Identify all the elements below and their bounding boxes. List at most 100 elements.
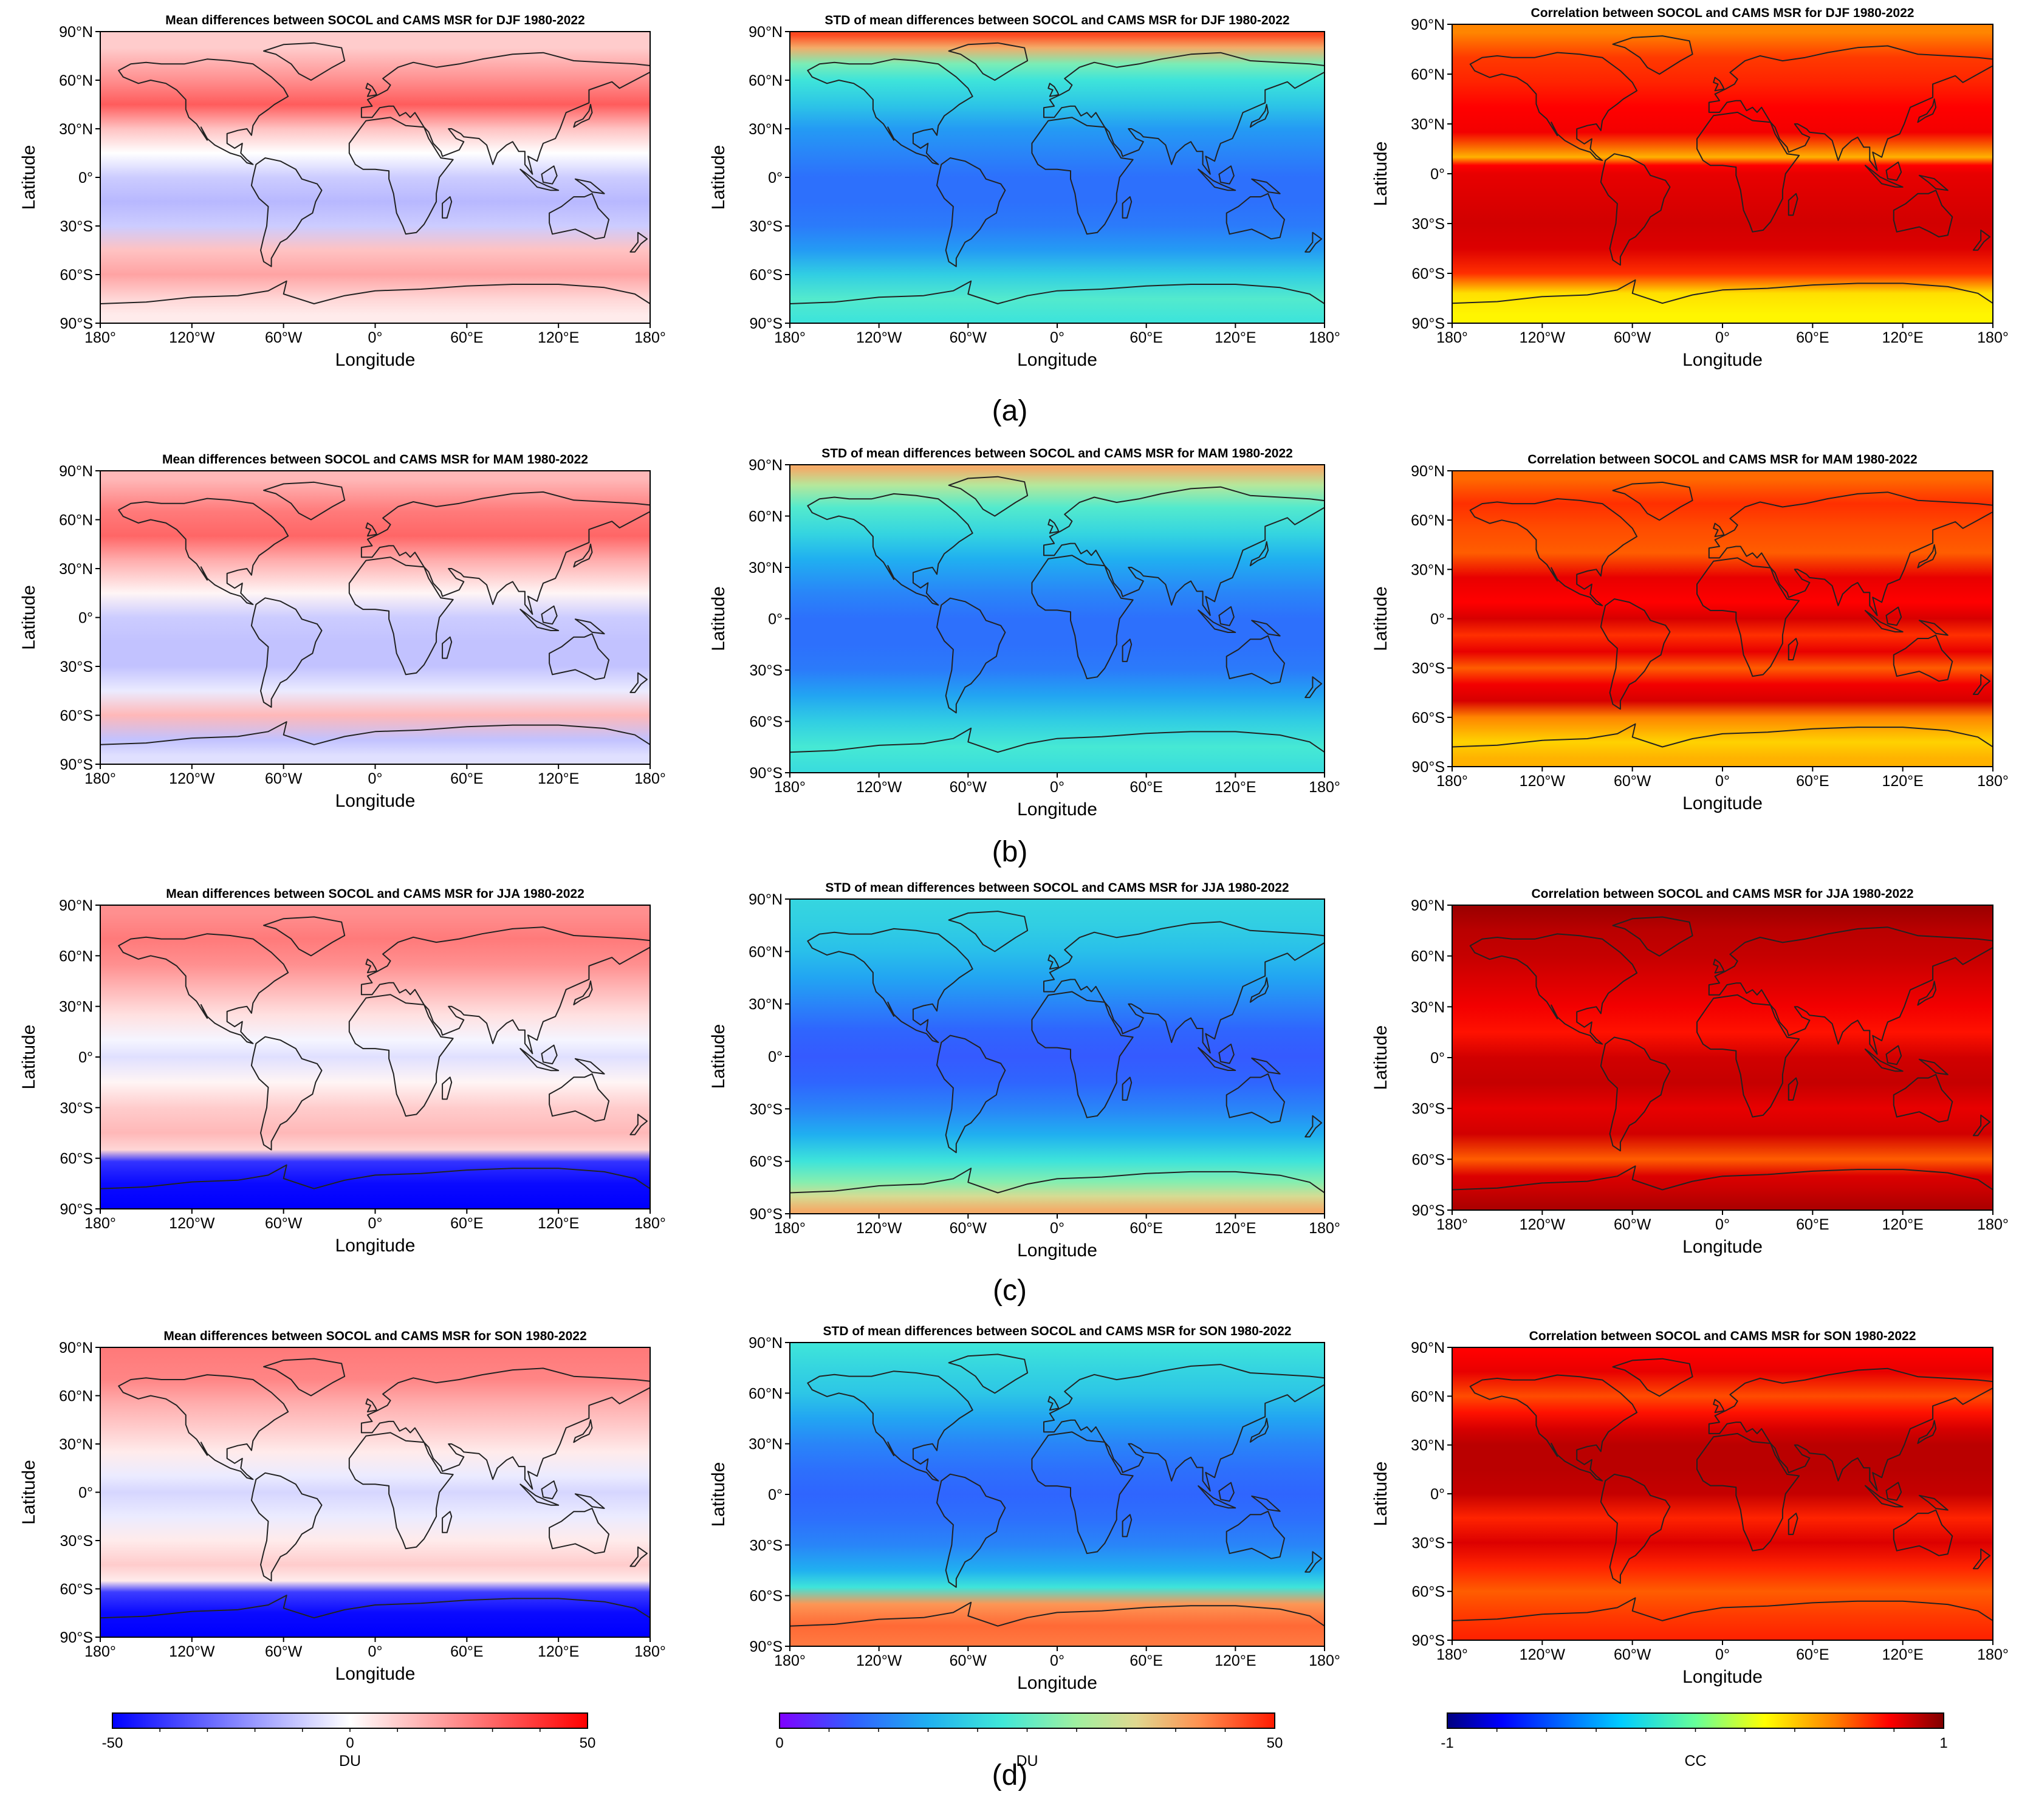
greenland-coast — [263, 481, 346, 521]
coastlines — [789, 476, 1325, 753]
y-tick-label: 90°S — [750, 765, 783, 782]
heatmap-field — [100, 1347, 650, 1637]
y-axis-label: Latitude — [19, 1025, 39, 1090]
eurasia-coast — [1708, 926, 1993, 1055]
x-tick-label: 60°W — [950, 779, 987, 796]
y-tick-label: 30°N — [59, 999, 93, 1016]
colorbar-tick-label: 50 — [1267, 1735, 1283, 1751]
x-tick-label: 180° — [634, 1215, 666, 1232]
australia-coast — [549, 1508, 610, 1555]
x-tick-label: 180° — [1309, 1220, 1340, 1237]
y-tick-label: 60°S — [1412, 265, 1445, 282]
north-america-coast — [807, 928, 973, 1043]
y-axis-label: Latitude — [1371, 1462, 1391, 1527]
y-tick-label: 90°S — [60, 756, 93, 773]
south-america-coast — [936, 157, 1006, 267]
y-tick-label: 60°N — [59, 948, 93, 965]
x-tick-label: 60°W — [1614, 773, 1651, 790]
africa-coast — [348, 556, 454, 676]
y-tick-label: 60°S — [1412, 1151, 1445, 1168]
y-tick-label: 60°S — [750, 267, 783, 284]
y-tick-label: 30°S — [750, 662, 783, 679]
north-america-coast — [1469, 52, 1638, 162]
heatmap-field — [100, 471, 650, 764]
coastlines — [1452, 481, 1993, 748]
heatmap-field — [100, 905, 650, 1209]
new-guinea-coast — [1918, 1058, 1949, 1075]
coastlines — [100, 42, 651, 304]
eurasia-coast — [1043, 1364, 1325, 1492]
panel-title: STD of mean differences between SOCOL an… — [821, 446, 1293, 460]
borneo-coast — [1218, 606, 1235, 626]
x-tick-label: 0° — [368, 1215, 383, 1232]
new-guinea-coast — [1251, 1057, 1281, 1075]
colorbar-unit-label: DU — [339, 1753, 361, 1770]
x-tick-label: 60°E — [450, 770, 483, 787]
borneo-coast — [541, 1480, 558, 1500]
x-axis-label: Longitude — [335, 350, 416, 370]
x-tick-label: 120°E — [1215, 779, 1256, 796]
x-tick-label: 60°W — [950, 1220, 987, 1237]
y-tick-label: 90°S — [750, 1638, 783, 1655]
new-zealand-coast — [1972, 1114, 1991, 1137]
australia-coast — [1893, 190, 1953, 238]
colorbar-tick-label: 0 — [346, 1735, 354, 1751]
x-tick-label: 120°W — [1520, 1216, 1566, 1233]
x-tick-label: 60°W — [950, 1652, 987, 1669]
y-tick-label: 90°S — [750, 1206, 783, 1223]
map-panel-djf-mean-diff: Mean differences between SOCOL and CAMS … — [19, 13, 666, 370]
australia-coast — [1225, 193, 1285, 240]
x-tick-label: 120°W — [1520, 329, 1566, 346]
y-tick-label: 90°S — [60, 1201, 93, 1218]
y-tick-label: 90°S — [1412, 315, 1445, 332]
colorbar-unit-label: DU — [1016, 1753, 1038, 1770]
panel-title: Correlation between SOCOL and CAMS MSR f… — [1531, 6, 1914, 20]
uk-coast — [1713, 522, 1725, 538]
indonesia-coast — [519, 1048, 560, 1072]
x-tick-label: 60°E — [1796, 773, 1829, 790]
africa-coast — [348, 1432, 454, 1550]
x-tick-label: 120°W — [169, 1643, 215, 1660]
uk-coast — [1047, 83, 1060, 97]
south-america-coast — [1600, 598, 1671, 710]
y-tick-label: 60°N — [1411, 1388, 1445, 1405]
heatmap-field — [790, 465, 1325, 773]
y-tick-label: 30°S — [60, 1533, 93, 1550]
new-guinea-coast — [1918, 620, 1949, 636]
x-tick-label: 120°W — [1520, 1646, 1566, 1663]
colorbar-tick-label: 0 — [775, 1735, 783, 1751]
south-america-coast — [1600, 1036, 1671, 1152]
coastlines — [1452, 916, 1993, 1191]
new-guinea-coast — [574, 1493, 605, 1509]
x-tick-label: 60°E — [1129, 1652, 1162, 1669]
x-tick-label: 60°E — [1796, 1216, 1829, 1233]
eurasia-coast — [1708, 1367, 1993, 1491]
madagascar-coast — [1788, 1513, 1798, 1535]
y-axis-label: Latitude — [1371, 142, 1391, 207]
north-america-coast — [118, 498, 289, 605]
greenland-coast — [948, 476, 1029, 517]
greenland-coast — [263, 1358, 346, 1397]
eurasia-coast — [360, 52, 651, 175]
greenland-coast — [1612, 916, 1693, 957]
heatmap-field — [1452, 24, 1993, 323]
y-tick-label: 0° — [78, 1485, 93, 1502]
x-axis-label: Longitude — [1682, 1667, 1763, 1687]
madagascar-coast — [1788, 638, 1798, 661]
x-tick-label: 0° — [1715, 773, 1730, 790]
x-tick-label: 0° — [1050, 1220, 1064, 1237]
x-tick-label: 180° — [84, 1215, 116, 1232]
new-zealand-coast — [1972, 229, 1991, 251]
antarctica-coast — [100, 280, 651, 304]
panel-title: STD of mean differences between SOCOL an… — [823, 1324, 1292, 1338]
map-panel-son-std: STD of mean differences between SOCOL an… — [708, 1324, 1340, 1693]
australia-coast — [549, 633, 610, 680]
x-tick-label: 180° — [1977, 329, 2009, 346]
madagascar-coast — [1788, 193, 1798, 216]
y-axis-label: Latitude — [19, 585, 39, 650]
map-panel-djf-correlation: Correlation between SOCOL and CAMS MSR f… — [1371, 6, 2009, 370]
y-tick-label: 60°N — [59, 72, 93, 89]
y-axis-label: Latitude — [708, 586, 728, 651]
y-tick-label: 60°N — [749, 943, 783, 960]
y-axis-label: Latitude — [1371, 586, 1391, 651]
